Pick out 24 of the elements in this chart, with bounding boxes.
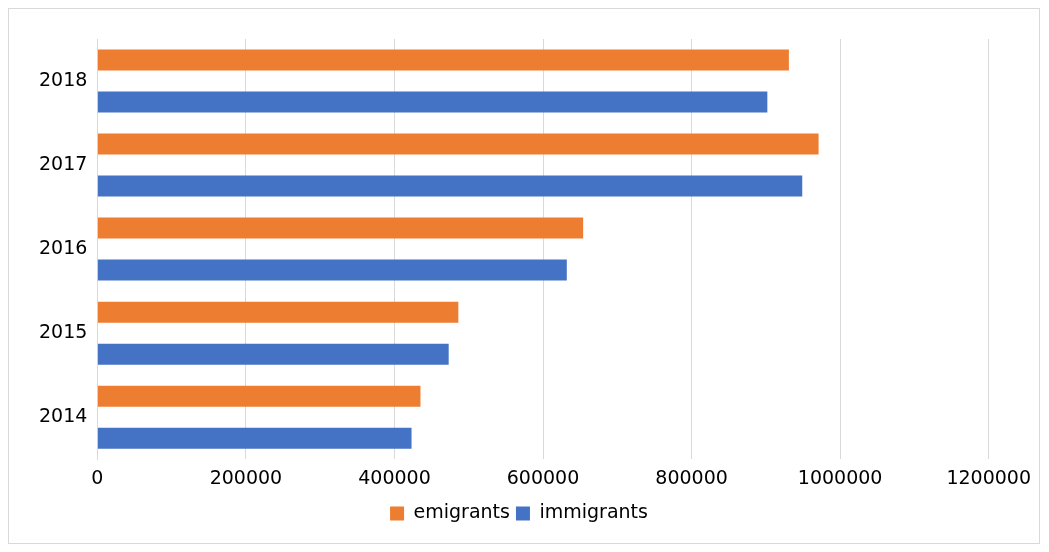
bar (97, 301, 459, 323)
y-tick-label: 2014 (38, 404, 88, 427)
x-tick-label: 200000 (209, 465, 283, 488)
bar (97, 385, 421, 407)
bar (97, 343, 449, 365)
y-tick-label: 2015 (38, 320, 88, 343)
x-tick-label: 400000 (358, 465, 431, 488)
x-tick-label: 800000 (655, 465, 728, 488)
x-tick-label: 1000000 (797, 465, 883, 488)
legend-label: immigrants (539, 500, 648, 523)
x-tick-label: 1200000 (946, 465, 1031, 488)
y-tick-label: 2017 (38, 152, 88, 174)
y-tick-label: 2016 (38, 236, 88, 259)
bar (97, 49, 789, 71)
legend-label: emigrants (413, 500, 510, 523)
y-tick-label: 2018 (38, 67, 88, 90)
bar (97, 133, 819, 155)
bar (97, 427, 412, 449)
x-tick-label: 600000 (506, 465, 580, 488)
bar (97, 91, 768, 113)
bar (97, 175, 803, 197)
x-tick-label: 0 (91, 465, 104, 488)
bar (97, 217, 584, 239)
bar (97, 259, 567, 281)
